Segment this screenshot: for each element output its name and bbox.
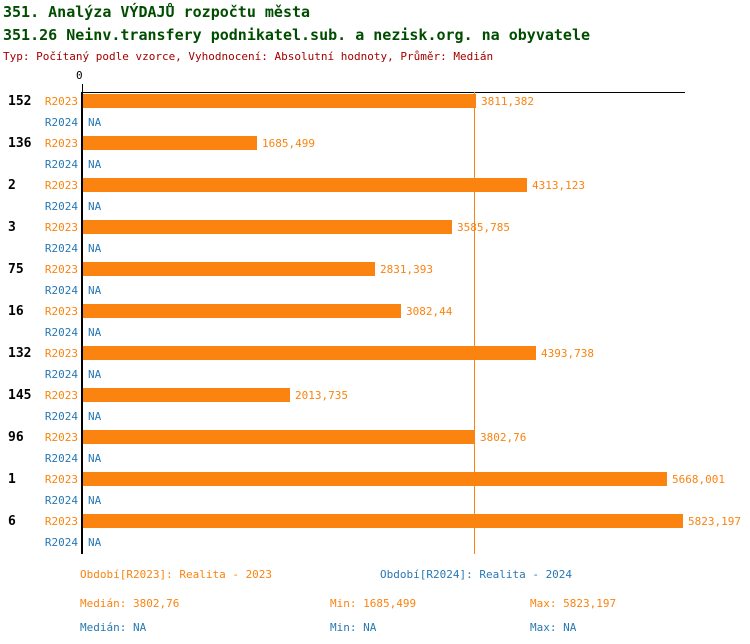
bar-value-label: 4313,123 [532, 179, 585, 192]
na-value-label: NA [88, 116, 102, 129]
bar-r2023 [83, 472, 667, 486]
legend-median-2023: Medián: 3802,76 [80, 597, 180, 610]
bar-value-label: 3585,785 [457, 221, 510, 234]
row-id-label: 132 [8, 346, 32, 361]
legend-max-2024: Max: NA [530, 621, 577, 634]
row-id-label: 16 [8, 304, 24, 319]
bar-r2023 [83, 304, 401, 318]
row-id-label: 145 [8, 388, 32, 403]
na-value-label: NA [88, 284, 102, 297]
series-label-r2024: R2024 [44, 326, 78, 339]
bar-r2023 [83, 346, 536, 360]
row-id-label: 1 [8, 472, 16, 487]
bar-r2023 [83, 430, 475, 444]
na-value-label: NA [88, 494, 102, 507]
bar-value-label: 5668,001 [672, 473, 725, 486]
row-id-label: 136 [8, 136, 32, 151]
legend-median-2024: Medián: NA [80, 621, 147, 634]
bar-value-label: 4393,738 [541, 347, 594, 360]
series-label-r2024: R2024 [44, 158, 78, 171]
series-label-r2023: R2023 [44, 431, 78, 444]
median-line [474, 92, 475, 554]
bar-r2023 [83, 136, 257, 150]
series-label-r2024: R2024 [44, 494, 78, 507]
series-label-r2024: R2024 [44, 116, 78, 129]
bar-r2023 [83, 94, 476, 108]
bar-value-label: 3082,44 [406, 305, 453, 318]
series-label-r2023: R2023 [44, 95, 78, 108]
series-label-r2024: R2024 [44, 536, 78, 549]
bar-value-label: 2831,393 [380, 263, 433, 276]
na-value-label: NA [88, 410, 102, 423]
bar-r2023 [83, 220, 452, 234]
bar-r2023 [83, 514, 683, 528]
row-id-label: 3 [8, 220, 16, 235]
series-label-r2023: R2023 [44, 221, 78, 234]
row-id-label: 6 [8, 514, 16, 529]
series-label-r2023: R2023 [44, 305, 78, 318]
series-label-r2024: R2024 [44, 368, 78, 381]
bar-r2023 [83, 262, 375, 276]
bar-r2023 [83, 388, 290, 402]
row-id-label: 152 [8, 94, 32, 109]
bar-value-label: 5823,197 [688, 515, 741, 528]
na-value-label: NA [88, 158, 102, 171]
na-value-label: NA [88, 200, 102, 213]
series-label-r2024: R2024 [44, 452, 78, 465]
series-label-r2024: R2024 [44, 284, 78, 297]
series-label-r2023: R2023 [44, 263, 78, 276]
series-label-r2023: R2023 [44, 389, 78, 402]
bar-value-label: 3811,382 [481, 95, 534, 108]
series-label-r2023: R2023 [44, 515, 78, 528]
series-label-r2024: R2024 [44, 242, 78, 255]
row-id-label: 96 [8, 430, 24, 445]
na-value-label: NA [88, 536, 102, 549]
bar-value-label: 1685,499 [262, 137, 315, 150]
legend-max-2023: Max: 5823,197 [530, 597, 617, 610]
report-meta-line: Typ: Počítaný podle vzorce, Vyhodnocení:… [3, 50, 494, 63]
legend-period-2024: Období[R2024]: Realita - 2024 [380, 568, 573, 581]
series-label-r2024: R2024 [44, 410, 78, 423]
legend-period-2023: Období[R2023]: Realita - 2023 [80, 568, 273, 581]
series-label-r2023: R2023 [44, 473, 78, 486]
na-value-label: NA [88, 368, 102, 381]
row-id-label: 75 [8, 262, 24, 277]
na-value-label: NA [88, 326, 102, 339]
series-label-r2024: R2024 [44, 200, 78, 213]
bar-value-label: 2013,735 [295, 389, 348, 402]
axis-vertical-line [81, 92, 83, 554]
legend-min-2024: Min: NA [330, 621, 377, 634]
report-title: 351. Analýza VÝDAJŮ rozpočtu města [3, 3, 311, 21]
na-value-label: NA [88, 452, 102, 465]
bar-r2023 [83, 178, 527, 192]
axis-top-line [82, 92, 685, 93]
na-value-label: NA [88, 242, 102, 255]
report-subtitle: 351.26 Neinv.transfery podnikatel.sub. a… [3, 26, 590, 44]
series-label-r2023: R2023 [44, 179, 78, 192]
series-label-r2023: R2023 [44, 347, 78, 360]
axis-zero-tick [82, 84, 83, 92]
axis-zero-label: 0 [76, 69, 83, 82]
bar-value-label: 3802,76 [480, 431, 527, 444]
series-label-r2023: R2023 [44, 137, 78, 150]
row-id-label: 2 [8, 178, 16, 193]
legend-min-2023: Min: 1685,499 [330, 597, 417, 610]
